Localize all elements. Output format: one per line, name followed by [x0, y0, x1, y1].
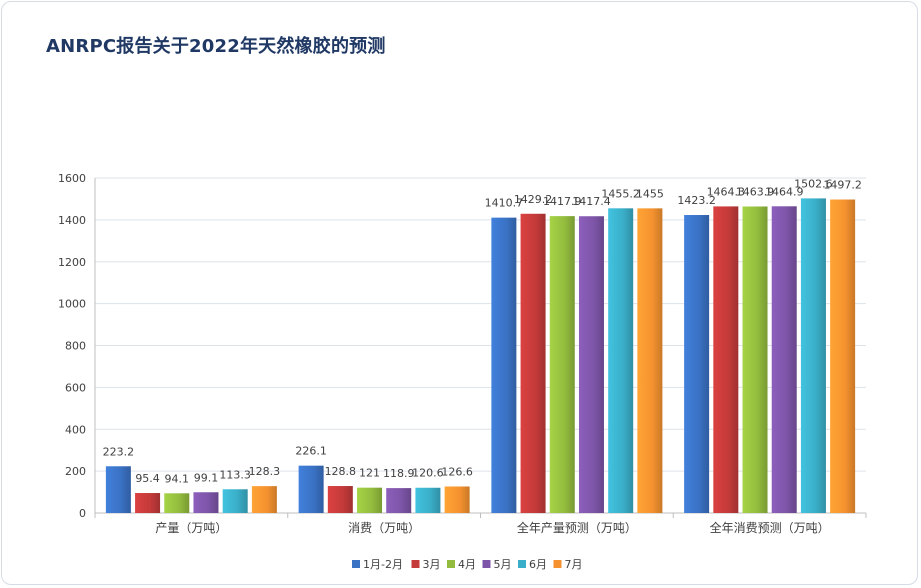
data-label: 1502.6: [794, 177, 833, 190]
legend-swatch: [411, 560, 420, 568]
data-label: 1429.2: [514, 193, 553, 206]
data-label: 1417.9: [543, 195, 582, 208]
y-tick-label: 1200: [58, 256, 86, 269]
y-tick-label: 800: [65, 340, 86, 353]
bar: [830, 199, 856, 513]
legend-label: 7月: [565, 558, 583, 571]
bar: [357, 487, 383, 513]
legend-label: 6月: [529, 558, 547, 571]
y-axis: 0 200 400 600 800 1000 1200 1400 1600: [58, 172, 96, 520]
legend-swatch: [482, 560, 491, 568]
y-tick-label: 200: [65, 465, 86, 478]
bar: [800, 198, 826, 513]
data-label: 128.8: [325, 465, 357, 478]
data-label: 120.6: [412, 467, 444, 480]
y-tick-label: 1000: [58, 298, 86, 311]
data-label: 1455: [636, 187, 664, 200]
chart-title: ANRPC报告关于2022年天然橡胶的预测: [46, 36, 386, 57]
bar: [386, 488, 412, 513]
legend: 1月-2月 3月 4月 5月 6月 7月: [352, 558, 583, 571]
bar: [193, 492, 219, 513]
bar: [491, 217, 517, 513]
data-label: 99.1: [194, 471, 219, 484]
bar: [164, 493, 190, 513]
bar: [637, 208, 663, 513]
legend-label: 4月: [458, 558, 476, 571]
legend-swatch: [352, 560, 360, 568]
data-label: 113.3: [219, 468, 251, 481]
data-label: 118.9: [383, 467, 415, 480]
data-label: 128.3: [249, 465, 281, 478]
bar: [578, 216, 604, 513]
x-category-label: 产量（万吨）: [155, 521, 227, 535]
x-category-label: 消费（万吨）: [348, 521, 420, 535]
data-label: 1423.2: [677, 194, 716, 207]
data-label: 1410.7: [485, 197, 524, 210]
bar: [135, 493, 161, 513]
bar: [608, 208, 634, 513]
bar: [771, 206, 797, 513]
data-label: 226.1: [295, 445, 327, 458]
data-label: 1464.9: [765, 185, 804, 198]
bar: [520, 213, 546, 514]
legend-label: 5月: [494, 558, 512, 571]
y-tick-label: 0: [79, 507, 86, 520]
bar: [298, 465, 324, 513]
data-label: 95.4: [135, 472, 160, 485]
data-label: 121: [359, 467, 380, 480]
bar: [444, 486, 470, 513]
bar: [684, 215, 710, 513]
bar: [222, 489, 248, 513]
data-label: 1417.4: [572, 195, 611, 208]
data-label: 126.6: [441, 465, 473, 478]
legend-label: 3月: [423, 558, 441, 571]
x-axis: 产量（万吨） 消费（万吨） 全年产量预测（万吨） 全年消费预测（万吨）: [94, 513, 867, 535]
legend-swatch: [553, 560, 562, 568]
x-category-label: 全年消费预测（万吨）: [710, 520, 830, 535]
data-label: 1463.9: [736, 185, 775, 198]
legend-swatch: [518, 560, 526, 568]
x-category-label: 全年产量预测（万吨）: [517, 520, 637, 535]
y-tick-label: 1600: [58, 172, 86, 185]
legend-swatch: [447, 560, 455, 568]
y-tick-label: 1400: [58, 214, 86, 227]
bar: [415, 487, 441, 513]
bar: [742, 206, 768, 513]
data-label: 223.2: [103, 445, 135, 458]
bar: [251, 486, 277, 513]
bar: [713, 206, 739, 514]
bar: [327, 486, 353, 513]
bar: [105, 466, 131, 513]
y-tick-label: 600: [65, 381, 86, 394]
data-label: 94.1: [165, 472, 190, 485]
bars: [105, 198, 856, 514]
data-label: 1455.2: [601, 187, 640, 200]
data-label: 1497.2: [823, 179, 862, 192]
bar: [549, 216, 575, 513]
data-label: 1464.3: [707, 185, 746, 198]
legend-label: 1月-2月: [363, 558, 403, 571]
y-tick-label: 400: [65, 423, 86, 436]
